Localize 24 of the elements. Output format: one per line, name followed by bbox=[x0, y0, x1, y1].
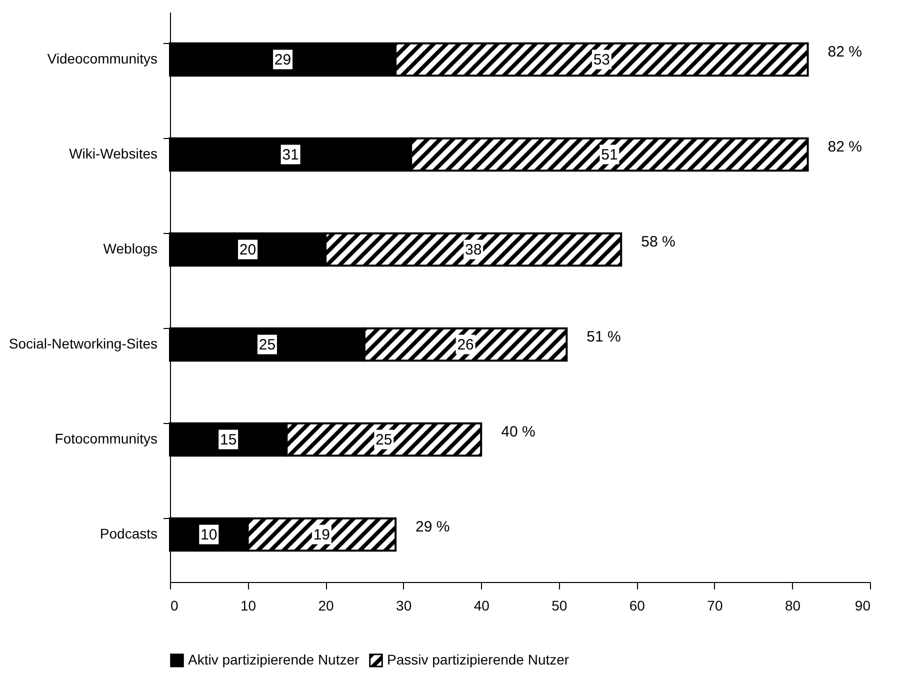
y-tick-label: Fotocommunitys bbox=[54, 430, 158, 446]
legend-label: Passiv partizipierende Nutzer bbox=[387, 651, 570, 668]
x-tick-label: 90 bbox=[854, 598, 871, 614]
y-tick-label: Social-Networking-Sites bbox=[8, 336, 158, 352]
x-tick-label: 20 bbox=[318, 598, 334, 614]
y-tick-label: Videocommunitys bbox=[47, 50, 158, 66]
x-tick-label: 60 bbox=[629, 598, 646, 614]
x-tick-label: 40 bbox=[474, 598, 490, 614]
x-tick-label: 0 bbox=[170, 598, 178, 614]
total-label: 29 % bbox=[416, 518, 450, 536]
total-label: 51 % bbox=[586, 328, 621, 346]
y-tick-label: Wiki-Websites bbox=[69, 146, 158, 162]
total-label: 82 % bbox=[828, 138, 862, 156]
legend-label: Aktiv partizipierende Nutzer bbox=[188, 651, 360, 668]
x-tick-label: 30 bbox=[396, 598, 412, 614]
total-label: 82 % bbox=[828, 44, 862, 60]
total-label: 40 % bbox=[501, 424, 536, 440]
x-tick-label: 80 bbox=[784, 598, 801, 614]
total-label: 58 % bbox=[641, 234, 676, 250]
y-tick-label: Weblogs bbox=[103, 240, 158, 256]
y-tick-label: Podcasts bbox=[100, 526, 158, 542]
x-tick-label: 70 bbox=[707, 598, 723, 614]
x-tick-label: 50 bbox=[552, 598, 568, 614]
x-tick-label: 10 bbox=[240, 598, 256, 614]
